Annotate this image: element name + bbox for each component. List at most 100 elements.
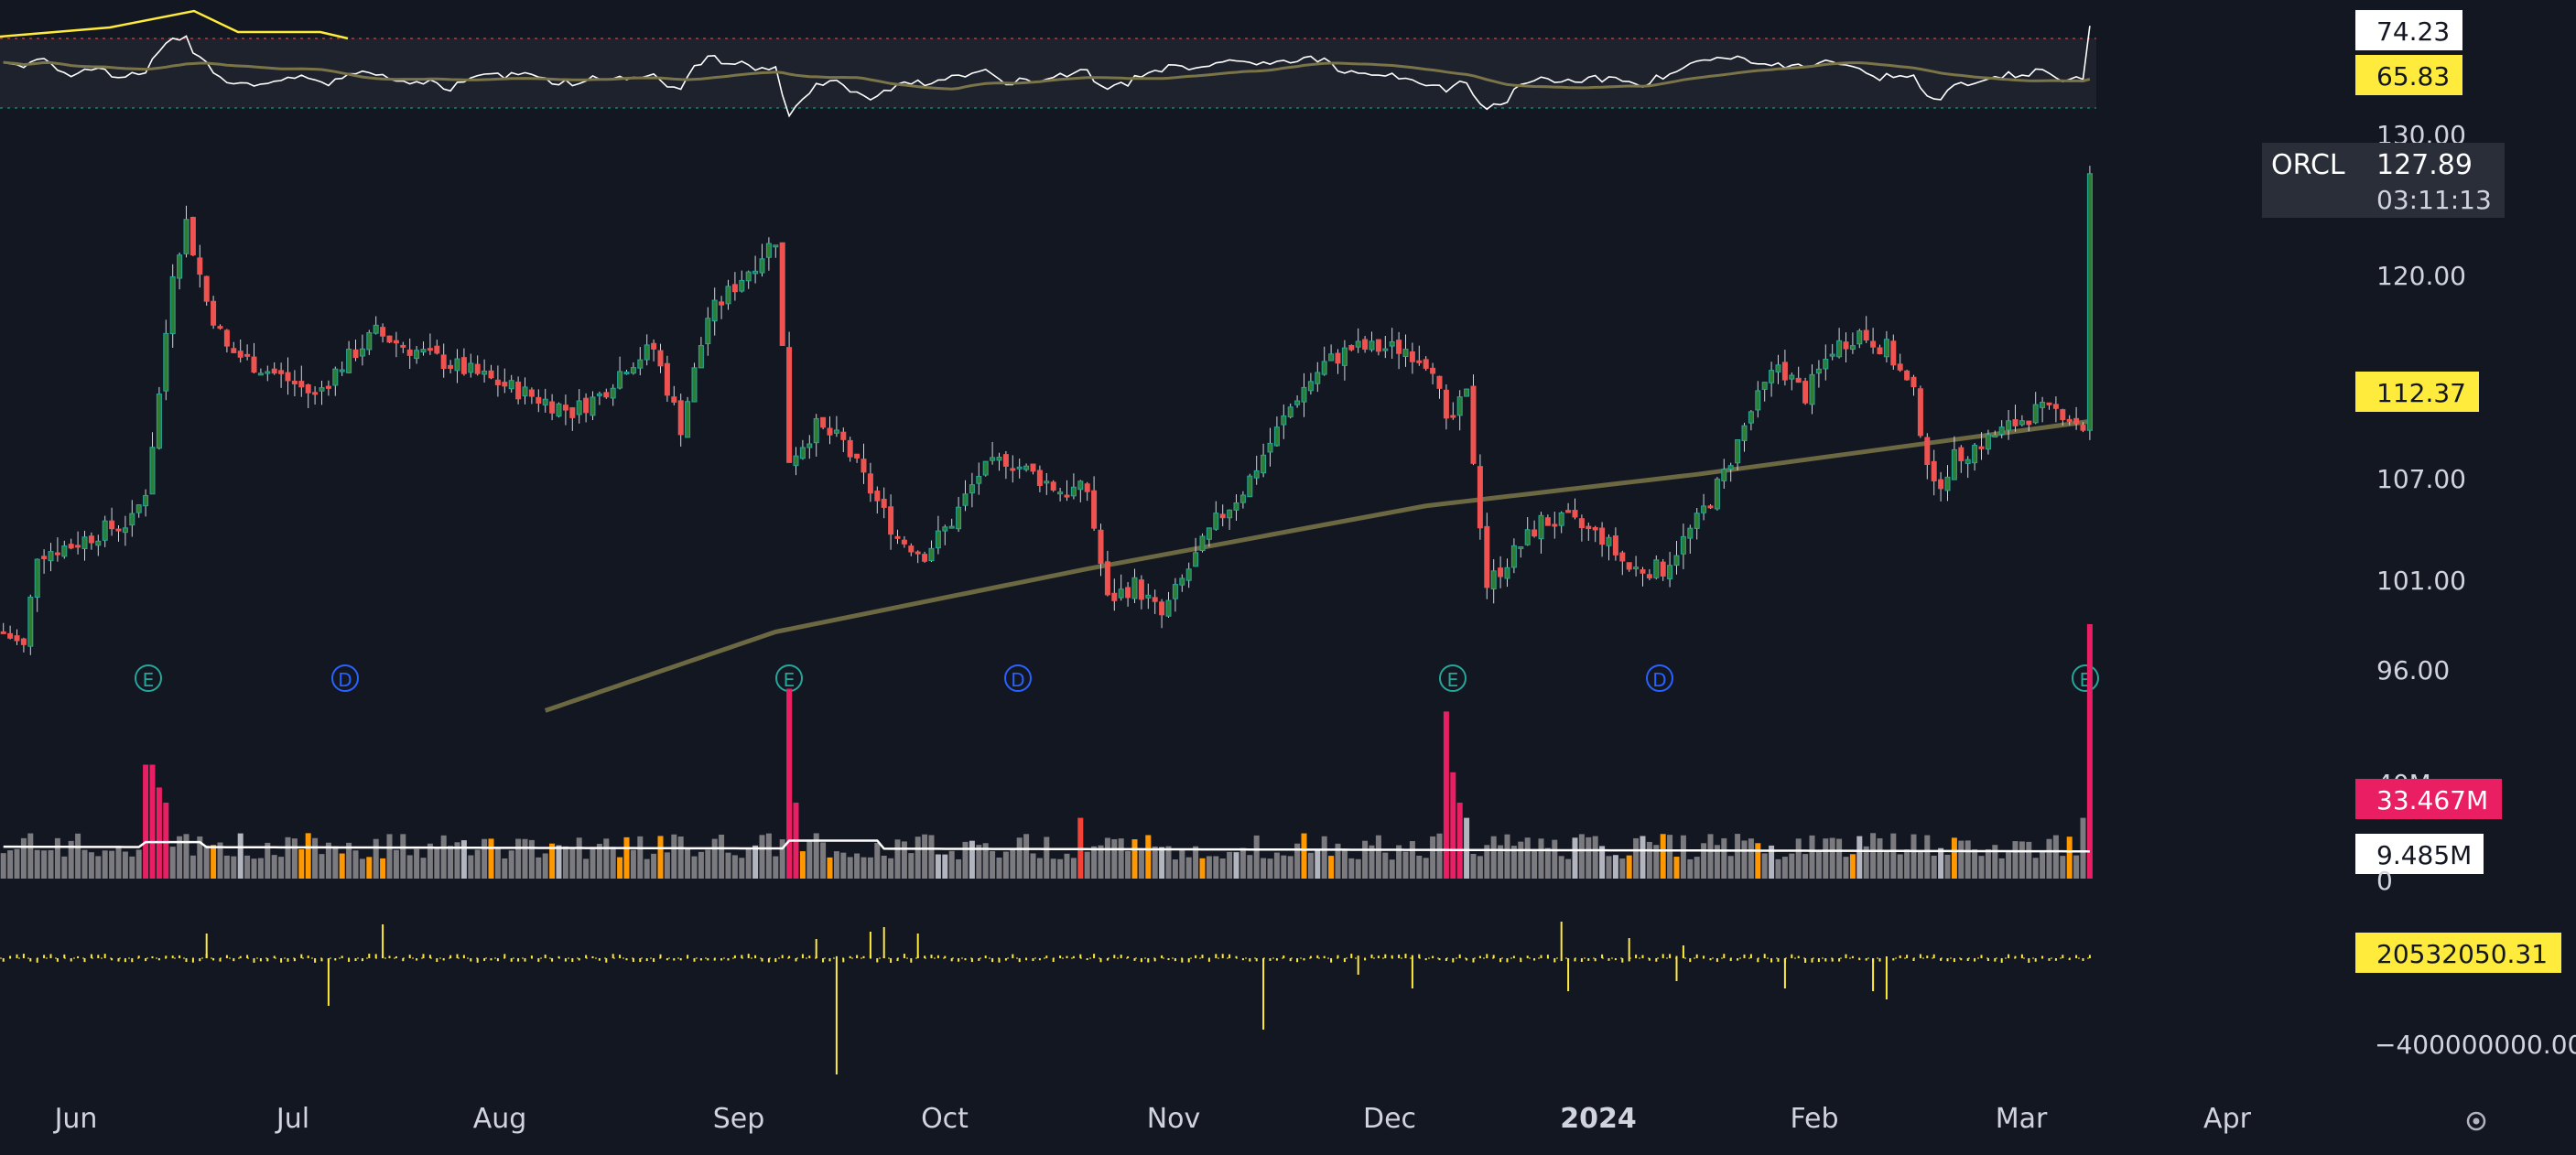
volume-bar bbox=[610, 847, 616, 879]
candle bbox=[637, 347, 644, 376]
volume-bar bbox=[590, 847, 596, 879]
volume-bar bbox=[1735, 834, 1741, 879]
candle bbox=[867, 462, 873, 502]
volume-bar bbox=[799, 851, 806, 879]
volume-bar bbox=[156, 787, 162, 879]
candle-body bbox=[651, 342, 657, 350]
candle-body bbox=[1002, 454, 1009, 467]
price-tick: 120.00 bbox=[2376, 261, 2466, 291]
candle bbox=[1490, 559, 1497, 604]
volume-bar bbox=[1646, 841, 1652, 879]
candle-body bbox=[1321, 361, 1327, 375]
volume-bar bbox=[271, 855, 277, 879]
candle bbox=[1355, 328, 1361, 353]
candle bbox=[1002, 450, 1009, 480]
candle bbox=[1599, 522, 1606, 557]
candle-body bbox=[1592, 526, 1598, 531]
candle-body bbox=[1964, 459, 1971, 464]
candle bbox=[1653, 555, 1660, 580]
volume-bar bbox=[1640, 836, 1646, 879]
volume-bar bbox=[1213, 856, 1219, 879]
candle bbox=[1958, 445, 1964, 473]
candle bbox=[1036, 465, 1043, 492]
volume-bar bbox=[1707, 834, 1714, 879]
candle bbox=[2040, 396, 2046, 423]
candle bbox=[1924, 433, 1931, 480]
price-scale[interactable]: 130.00 120.00 107.00 101.00 96.00 74.23 … bbox=[2262, 10, 2576, 1060]
candle bbox=[854, 453, 860, 463]
candle bbox=[1721, 459, 1727, 489]
price-tick: 96.00 bbox=[2376, 655, 2450, 685]
candle bbox=[542, 388, 548, 413]
volume-bar bbox=[406, 855, 413, 879]
candle bbox=[799, 439, 806, 460]
candle bbox=[400, 341, 406, 353]
volume-bar bbox=[1273, 852, 1280, 879]
volume-bar bbox=[1382, 852, 1389, 879]
candle-body bbox=[61, 545, 68, 557]
volume-scale-zero: 0 bbox=[2376, 866, 2393, 896]
volume-bar bbox=[1409, 841, 1415, 879]
candle-body bbox=[962, 493, 969, 506]
volume-bar bbox=[494, 847, 501, 879]
candle-body bbox=[698, 345, 704, 369]
volume-bar bbox=[474, 849, 481, 879]
candle-body bbox=[1335, 352, 1341, 364]
candle-body bbox=[393, 340, 399, 344]
candle-body bbox=[1958, 447, 1964, 461]
candle bbox=[1348, 344, 1355, 351]
candle bbox=[1904, 369, 1910, 381]
candle-body bbox=[840, 431, 847, 440]
volume-bar bbox=[881, 855, 887, 879]
volume-bar bbox=[1802, 854, 1809, 879]
gear-icon[interactable] bbox=[2466, 1111, 2486, 1131]
candle-body bbox=[1389, 340, 1395, 347]
volume-bar bbox=[1633, 837, 1640, 879]
volume-bar bbox=[1050, 858, 1056, 879]
volume-bar bbox=[1002, 851, 1009, 879]
candle bbox=[251, 342, 257, 374]
volume-bar bbox=[1199, 858, 1206, 879]
candle bbox=[691, 362, 698, 403]
volume-value-label: 33.467M bbox=[2376, 785, 2488, 815]
candle bbox=[1789, 372, 1795, 391]
volume-bar bbox=[169, 847, 176, 879]
volume-bar bbox=[27, 833, 34, 879]
candle bbox=[833, 416, 839, 437]
candle bbox=[482, 359, 488, 383]
volume-bar bbox=[1389, 859, 1395, 879]
volume-bar bbox=[34, 849, 40, 879]
volume-bar bbox=[102, 850, 108, 879]
volume-bar bbox=[1775, 858, 1781, 879]
candle-body bbox=[1281, 415, 1287, 426]
candle bbox=[231, 341, 237, 353]
candle bbox=[488, 364, 494, 380]
candle-body bbox=[1612, 535, 1618, 556]
candle bbox=[2073, 406, 2080, 430]
candle bbox=[68, 538, 74, 550]
volume-bar bbox=[657, 836, 664, 879]
time-axis[interactable]: Jun Jul Aug Sep Oct Nov Dec 2024 Feb Mar Apr bbox=[53, 1103, 2252, 1135]
volume-bar bbox=[1586, 837, 1592, 879]
candle bbox=[1755, 381, 1761, 418]
candle-body bbox=[1118, 588, 1124, 599]
candle-body bbox=[711, 299, 718, 322]
candle-body bbox=[1897, 363, 1903, 371]
volume-bar bbox=[115, 846, 122, 879]
time-axis-label: Jul bbox=[275, 1103, 309, 1135]
candle bbox=[969, 472, 975, 508]
volume-bar bbox=[1978, 856, 1985, 879]
volume-bar bbox=[1572, 837, 1578, 879]
candle bbox=[1877, 344, 1883, 355]
candle bbox=[1870, 328, 1877, 354]
volume-bar bbox=[1815, 851, 1822, 879]
candle bbox=[414, 345, 420, 364]
volume-bar bbox=[1843, 857, 1849, 879]
candle-body bbox=[1213, 513, 1219, 530]
candle bbox=[366, 329, 373, 355]
candle bbox=[2026, 420, 2032, 432]
volume-bar bbox=[81, 849, 88, 879]
